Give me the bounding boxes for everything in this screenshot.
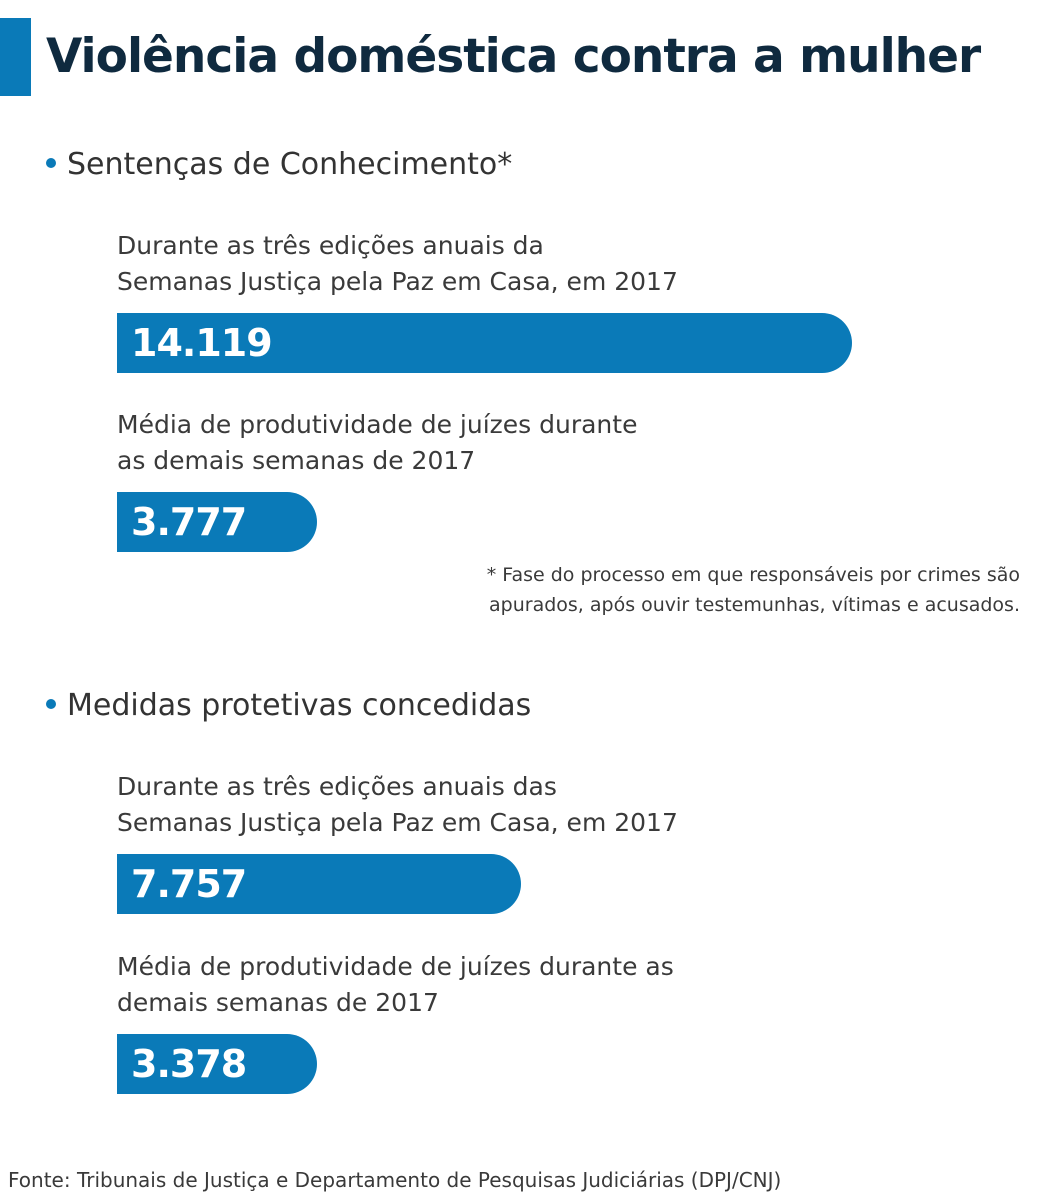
section-heading-medidas: Medidas protetivas concedidas	[46, 686, 531, 726]
section-heading-sentencas: Sentenças de Conhecimento*	[46, 145, 512, 185]
bar-value-label: 14.119	[131, 321, 273, 365]
bar-value-label: 3.777	[131, 500, 247, 544]
bullet-icon	[46, 698, 56, 709]
bar-description: Durante as três edições anuais das Seman…	[117, 772, 678, 837]
bar-sentencas-demais: 3.777	[117, 492, 317, 552]
section-heading-label: Medidas protetivas concedidas	[67, 688, 532, 723]
bar-description: Média de produtividade de juízes durante…	[117, 952, 674, 1017]
page-title: Violência doméstica contra a mulher	[46, 29, 981, 84]
bar-row: 14.119	[117, 313, 852, 373]
bar-row: 3.777	[117, 492, 317, 552]
bullet-icon	[46, 157, 56, 168]
bar-row: 7.757	[117, 854, 521, 914]
bar-value-label: 7.757	[131, 862, 247, 906]
bar-row: 3.378	[117, 1034, 317, 1094]
section-heading-label: Sentenças de Conhecimento*	[67, 147, 513, 182]
bar-description: Durante as três edições anuais da Semana…	[117, 231, 678, 296]
bar-value-label: 3.378	[131, 1042, 247, 1086]
footnote: * Fase do processo em que responsáveis p…	[486, 564, 1020, 616]
title-accent-bar	[0, 18, 31, 96]
bar-medidas-demais: 3.378	[117, 1034, 317, 1094]
bar-sentencas-semanas: 14.119	[117, 313, 852, 373]
bar-medidas-semanas: 7.757	[117, 854, 521, 914]
source-note: Fonte: Tribunais de Justiça e Departamen…	[8, 1168, 782, 1192]
bar-description: Média de produtividade de juízes durante…	[117, 410, 638, 475]
